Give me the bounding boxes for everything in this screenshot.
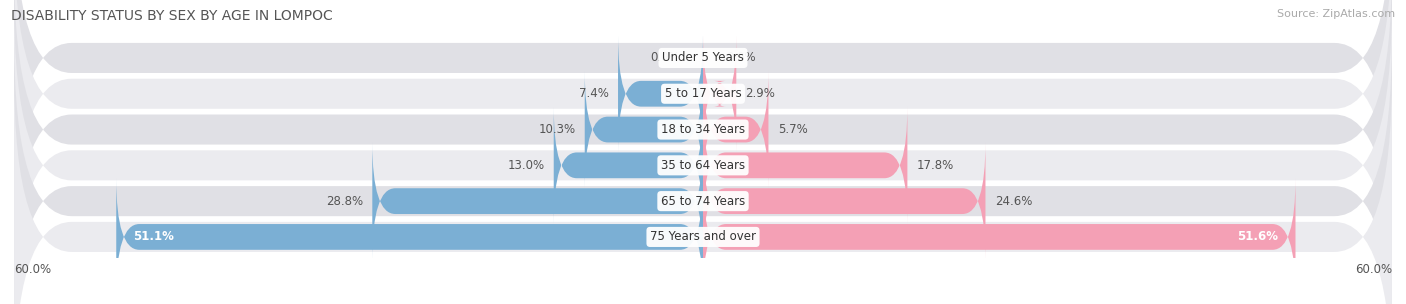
FancyBboxPatch shape: [14, 0, 1392, 222]
FancyBboxPatch shape: [585, 71, 703, 188]
Text: 10.3%: 10.3%: [538, 123, 575, 136]
Text: DISABILITY STATUS BY SEX BY AGE IN LOMPOC: DISABILITY STATUS BY SEX BY AGE IN LOMPO…: [11, 9, 333, 23]
Text: 60.0%: 60.0%: [1355, 263, 1392, 276]
Text: 60.0%: 60.0%: [14, 263, 51, 276]
FancyBboxPatch shape: [703, 35, 737, 152]
Text: 17.8%: 17.8%: [917, 159, 953, 172]
Text: 51.6%: 51.6%: [1237, 230, 1278, 244]
FancyBboxPatch shape: [14, 73, 1392, 304]
FancyBboxPatch shape: [703, 178, 1295, 295]
FancyBboxPatch shape: [554, 107, 703, 224]
FancyBboxPatch shape: [703, 143, 986, 260]
Text: 0.0%: 0.0%: [725, 51, 755, 64]
FancyBboxPatch shape: [619, 35, 703, 152]
FancyBboxPatch shape: [703, 71, 769, 188]
Text: Source: ZipAtlas.com: Source: ZipAtlas.com: [1277, 9, 1395, 19]
Text: 0.0%: 0.0%: [651, 51, 681, 64]
Text: 65 to 74 Years: 65 to 74 Years: [661, 195, 745, 208]
Text: 13.0%: 13.0%: [508, 159, 544, 172]
Text: 5.7%: 5.7%: [778, 123, 807, 136]
Text: 51.1%: 51.1%: [134, 230, 174, 244]
FancyBboxPatch shape: [117, 178, 703, 295]
FancyBboxPatch shape: [14, 37, 1392, 304]
FancyBboxPatch shape: [703, 107, 907, 224]
Text: 28.8%: 28.8%: [326, 195, 363, 208]
Text: 2.9%: 2.9%: [745, 87, 775, 100]
Text: 35 to 64 Years: 35 to 64 Years: [661, 159, 745, 172]
Text: Under 5 Years: Under 5 Years: [662, 51, 744, 64]
FancyBboxPatch shape: [14, 0, 1392, 258]
Text: 7.4%: 7.4%: [579, 87, 609, 100]
FancyBboxPatch shape: [14, 2, 1392, 304]
Text: 18 to 34 Years: 18 to 34 Years: [661, 123, 745, 136]
Text: 5 to 17 Years: 5 to 17 Years: [665, 87, 741, 100]
Text: 75 Years and over: 75 Years and over: [650, 230, 756, 244]
FancyBboxPatch shape: [14, 0, 1392, 293]
FancyBboxPatch shape: [373, 143, 703, 260]
Text: 24.6%: 24.6%: [994, 195, 1032, 208]
